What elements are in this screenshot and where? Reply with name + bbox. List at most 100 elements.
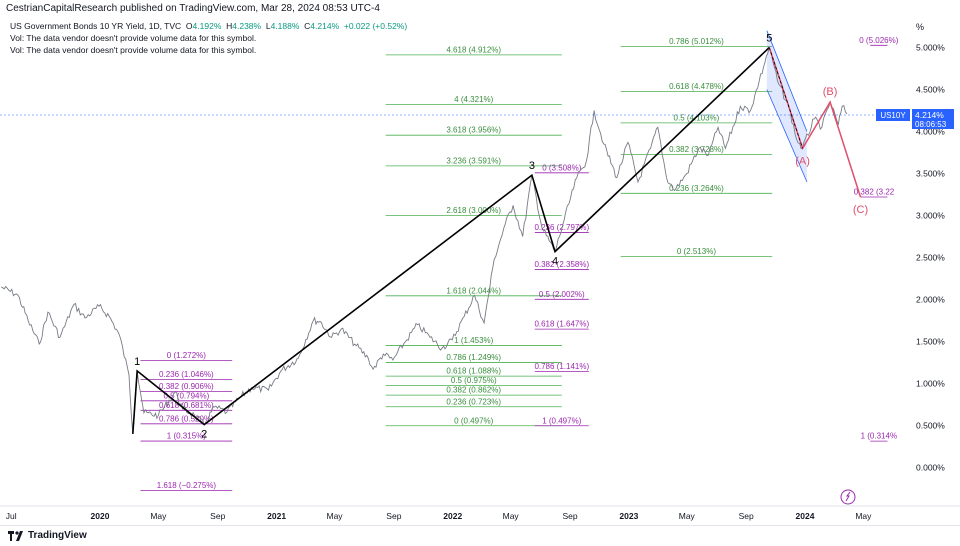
price-chart[interactable]: 0 (1.272%)0.236 (1.046%)0.382 (0.906%)0.… — [0, 18, 960, 526]
y-tick-label: 0.500% — [916, 421, 945, 431]
fib-level-label: 0.382 (2.358%) — [534, 260, 589, 269]
y-tick-label: 0.000% — [916, 463, 945, 473]
fib-level-label: 4.618 (4.912%) — [446, 45, 501, 54]
channel-lower-line — [766, 89, 808, 183]
fib-level-label: 0.5 (0.975%) — [451, 376, 497, 385]
x-tick-label: May — [150, 511, 167, 521]
volume-note-2: Vol: The data vendor doesn't provide vol… — [10, 45, 257, 55]
published-header: CestrianCapitalResearch published on Tra… — [0, 0, 960, 18]
tradingview-logo[interactable]: TradingView — [8, 526, 87, 546]
x-tick-label: Sep — [739, 511, 754, 521]
tv-brand-text: TradingView — [28, 530, 87, 541]
x-tick-label: Sep — [210, 511, 225, 521]
tv-logo-icon — [8, 531, 23, 541]
open-label: O — [185, 21, 193, 31]
legend-row-main: US Government Bonds 10 YR Yield, 1D, TVC… — [10, 20, 407, 32]
y-tick-label: 1.500% — [916, 337, 945, 347]
x-tick-label: Sep — [386, 511, 401, 521]
price-tag-bg — [912, 109, 954, 129]
fib-level-label: 0.5 (0.794%) — [163, 391, 209, 400]
y-tick-label: 4.500% — [916, 85, 945, 95]
price-tag-value: 4.214% — [915, 110, 944, 120]
corrective-wave-label: (A) — [795, 155, 810, 167]
high-label: H — [226, 21, 233, 31]
fib-level-label: 0.618 (1.647%) — [534, 320, 589, 329]
x-tick-label: 2022 — [443, 511, 462, 521]
close-value: 4.214% — [310, 21, 340, 31]
wave5-to-a-dashed-line — [768, 47, 803, 149]
price-layer — [0, 46, 848, 434]
footer-bar: TradingView — [0, 525, 960, 546]
fib-level-label: 4 (4.321%) — [454, 95, 493, 104]
chart-legend: US Government Bonds 10 YR Yield, 1D, TVC… — [10, 20, 407, 56]
fib-level-label: 0.236 (3.264%) — [669, 184, 724, 193]
x-axis: Jul 2020 May Sep 2021 May Sep 2022 May Sep 2023 May… — [0, 505, 960, 521]
symbol-tag: US10Y — [880, 111, 906, 120]
fib-level-label: 0.5 (2.002%) — [539, 290, 585, 299]
x-tick-label: May — [503, 511, 520, 521]
x-tick-label: 2024 — [796, 511, 815, 521]
fib-level-label: 0.236 (1.046%) — [159, 370, 214, 379]
fib-level-label: 0 (2.513%) — [677, 247, 716, 256]
fib-level-label: 0.786 (0.520%) — [159, 414, 214, 423]
fib-level-label: 0.382 (3.22 — [854, 188, 895, 197]
x-tick-label: May — [679, 511, 696, 521]
fib-level-label: 3.618 (3.956%) — [446, 126, 501, 135]
fib-level-label: 0 (1.272%) — [167, 351, 206, 360]
corrective-wave-label: (C) — [853, 204, 868, 216]
fib-level-label: 0 (5.026%) — [859, 36, 898, 45]
y-axis: 5.000% 4.500% 4.000% 3.500% 3.000% 2.500% 2.00… — [916, 43, 945, 473]
x-tick-label: 2021 — [267, 511, 286, 521]
fib-level-label: 0.382 (0.862%) — [446, 386, 501, 395]
x-tick-label: May — [326, 511, 343, 521]
fib-level-label: 1 (1.453%) — [454, 336, 493, 345]
fib-level-label: 2.618 (3.000%) — [446, 206, 501, 215]
x-tick-label: Jul — [6, 511, 17, 521]
fib-level-label: 1 (0.315%) — [167, 432, 206, 441]
price-series-line — [0, 46, 848, 434]
close-label: C — [304, 21, 311, 31]
change-value: +0.022 (+0.52%) — [343, 21, 408, 31]
price-tag-countdown: 08:06:53 — [915, 120, 947, 129]
fib-level-label: 0.786 (5.012%) — [669, 37, 724, 46]
wave-label: 4 — [552, 256, 558, 268]
wave-label: 3 — [529, 160, 535, 172]
volume-note-1: Vol: The data vendor doesn't provide vol… — [10, 33, 257, 43]
fib-level-label: 0.786 (1.249%) — [446, 353, 501, 362]
impulse-wave-line — [132, 46, 770, 434]
fib-level-label: 0.236 (0.723%) — [446, 397, 501, 406]
high-value: 4.238% — [232, 21, 262, 31]
wave-layer: 1 2 3 4 5 (A) (B) (C) — [132, 33, 868, 441]
fib-level-label: 1 (0.497%) — [542, 416, 581, 425]
symbol-title[interactable]: US Government Bonds 10 YR Yield, 1D, TVC — [10, 21, 182, 31]
fib-level-label: 0.618 (4.478%) — [669, 82, 724, 91]
y-tick-label: 5.000% — [916, 43, 945, 53]
last-price-tag: US10Y 4.214% 08:06:53 — [0, 109, 954, 129]
symbol-tag-bg — [876, 109, 910, 121]
fib-level-label: 0.382 (3.728%) — [669, 145, 724, 154]
wave-label: 1 — [134, 356, 140, 368]
fib-level-label: 0.786 (1.141%) — [534, 362, 589, 371]
x-tick-label: 2020 — [91, 511, 110, 521]
x-tick-label: May — [855, 511, 872, 521]
y-tick-label: 2.500% — [916, 253, 945, 263]
y-tick-label: 3.500% — [916, 169, 945, 179]
fib-level-label: 3.236 (3.591%) — [446, 156, 501, 165]
low-value: 4.188% — [270, 21, 300, 31]
y-tick-label: 3.000% — [916, 211, 945, 221]
corrective-wave-line — [768, 47, 862, 198]
wave-label: 5 — [766, 33, 772, 45]
open-value: 4.192% — [192, 21, 222, 31]
fib-level-label: 0 (0.497%) — [454, 416, 493, 425]
fib-level-label: 0 (3.508%) — [542, 163, 581, 172]
replay-icon[interactable] — [840, 489, 856, 505]
x-tick-label: 2023 — [619, 511, 638, 521]
x-tick-label: Sep — [562, 511, 577, 521]
low-label: L — [265, 21, 271, 31]
y-tick-label: 4.000% — [916, 127, 945, 137]
y-tick-label: 1.000% — [916, 379, 945, 389]
percent-scale-button[interactable]: % — [915, 22, 924, 32]
wave-label: 2 — [201, 429, 207, 441]
fib-level-label: 1.618 (2.044%) — [446, 286, 501, 295]
fib-level-label: 0.618 (0.681%) — [159, 401, 214, 410]
